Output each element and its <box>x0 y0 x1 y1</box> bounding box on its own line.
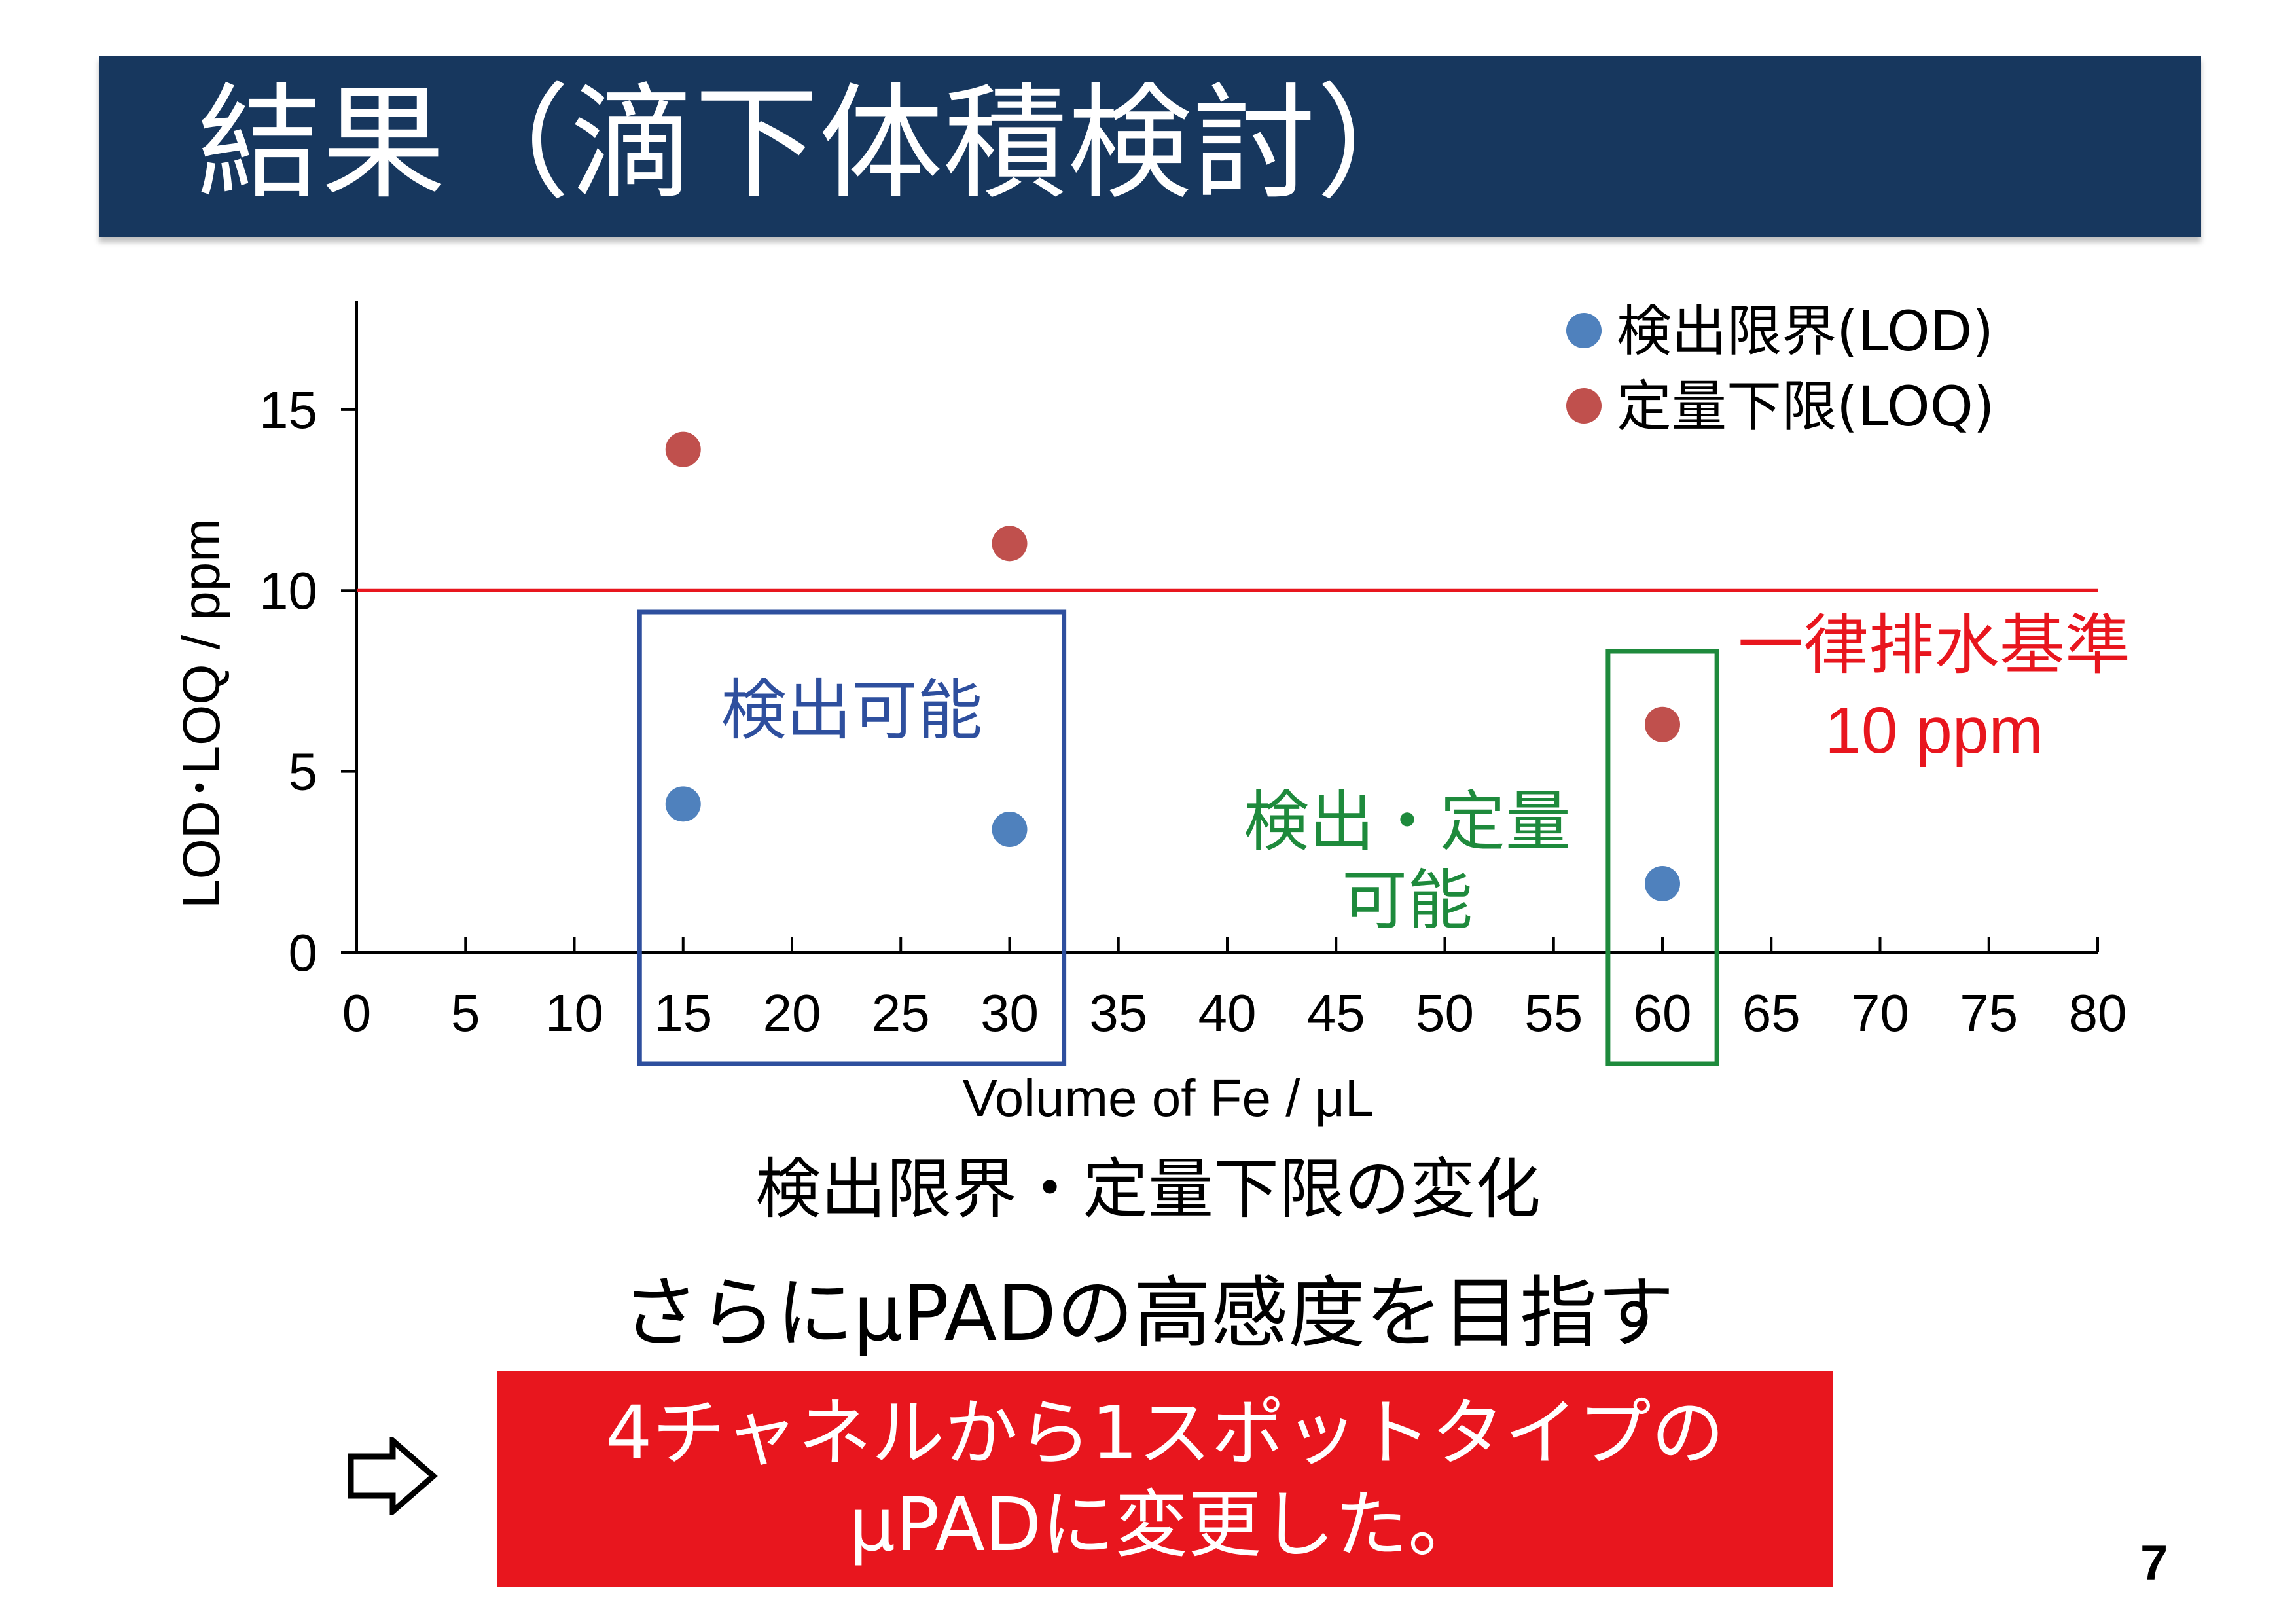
data-points <box>665 431 1680 901</box>
slide-title: 結果（滴下体積検討） <box>197 71 1441 216</box>
x-tick-label: 25 <box>872 984 930 1042</box>
lod-point <box>1645 865 1680 901</box>
x-tick-label: 70 <box>1851 984 1909 1042</box>
x-tick-label: 0 <box>342 984 372 1042</box>
highlight-label-quantifiable-2: 可能 <box>1342 862 1473 939</box>
y-tick-label: 0 <box>289 924 318 982</box>
hollow-right-arrow-icon <box>348 1437 438 1515</box>
lod-point <box>992 812 1028 848</box>
x-tick-label: 55 <box>1524 984 1583 1042</box>
goal-text: さらにμPADの高感度を目指す <box>621 1268 1675 1358</box>
x-tick-label: 30 <box>980 984 1039 1042</box>
loq-point <box>992 526 1028 562</box>
reference-label-2: 10 ppm <box>1825 694 2043 767</box>
y-tick-label: 10 <box>259 562 317 620</box>
chart-caption: 検出限界・定量下限の変化 <box>755 1151 1541 1227</box>
x-tick-label: 10 <box>545 984 603 1042</box>
chart-ticks: 0 5 10 15 20 25 30 35 40 45 50 55 60 65 70 75 80 0 5 10 15 <box>259 381 2126 1042</box>
x-tick-label: 40 <box>1198 984 1257 1042</box>
legend-label: 定量下限(LOQ) <box>1617 374 1995 439</box>
x-tick-label: 60 <box>1634 984 1692 1042</box>
x-tick-label: 45 <box>1307 984 1365 1042</box>
lod-point <box>665 786 701 822</box>
x-tick-label: 50 <box>1416 984 1474 1042</box>
action-line-2: μPADに変更した。 <box>848 1483 1482 1568</box>
loq-point <box>1645 706 1680 742</box>
action-line-1: 4チャネルから1スポットタイプの <box>605 1391 1725 1476</box>
y-tick-label: 15 <box>259 381 317 439</box>
y-tick-label: 5 <box>289 743 318 801</box>
lod-loq-chart: 0 5 10 15 20 25 30 35 40 45 50 55 60 65 70 75 80 0 5 10 15 一… <box>172 299 2130 1127</box>
x-tick-label: 80 <box>2069 984 2127 1042</box>
legend-marker <box>1566 388 1602 424</box>
action-box: 4チャネルから1スポットタイプの μPADに変更した。 <box>497 1371 1833 1587</box>
highlight-label-detectable: 検出可能 <box>721 672 982 749</box>
highlight-box-detectable <box>637 609 1067 1066</box>
highlight-label-quantifiable-1: 検出・定量 <box>1244 784 1571 860</box>
highlight-box-quantifiable <box>1605 649 1719 1066</box>
reference-label-1: 一律排水基準 <box>1738 607 2130 683</box>
x-tick-label: 75 <box>1960 984 2018 1042</box>
x-tick-label: 5 <box>451 984 480 1042</box>
loq-point <box>665 431 701 467</box>
title-bar: 結果（滴下体積検討） <box>99 56 2201 237</box>
y-axis-label: LOD･LOQ / ppm <box>172 518 230 909</box>
x-tick-label: 35 <box>1089 984 1147 1042</box>
reference-line-group: 一律排水基準 10 ppm <box>357 588 2130 767</box>
page-number: 7 <box>2140 1536 2168 1591</box>
x-tick-label: 20 <box>763 984 821 1042</box>
legend-marker <box>1566 313 1602 348</box>
chart-legend: 検出限界(LOD) 定量下限(LOQ) <box>1566 299 1995 439</box>
x-tick-label: 65 <box>1742 984 1801 1042</box>
legend-label: 検出限界(LOD) <box>1617 299 1994 363</box>
x-axis-label: Volume of Fe / μL <box>963 1069 1374 1127</box>
x-tick-label: 15 <box>654 984 712 1042</box>
